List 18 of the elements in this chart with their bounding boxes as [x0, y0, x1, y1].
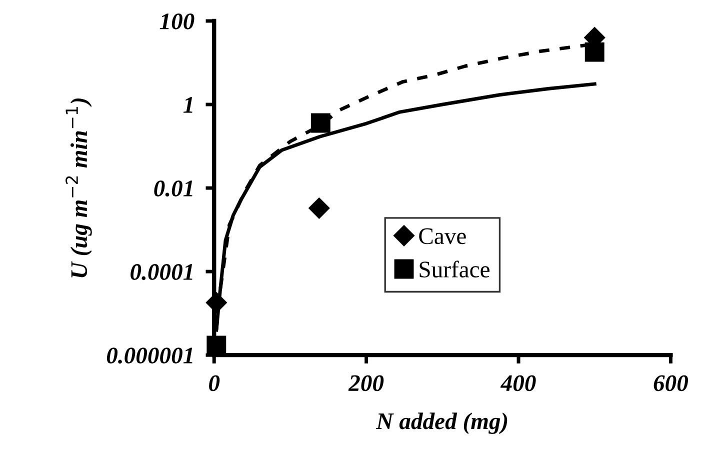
legend-label: Surface	[420, 260, 490, 278]
y-tick-label: 0.0001	[130, 264, 192, 280]
point	[310, 113, 330, 133]
point	[584, 42, 604, 62]
x-axis-title: N added (mg)	[376, 412, 508, 434]
y-tick-label: 1	[183, 97, 192, 113]
x-tick-label: 200	[348, 375, 384, 392]
y-axis-title: U (ug m$^{−2}$ min$^{−1}$)	[66, 98, 92, 278]
y-tick-label: 0.000001	[106, 348, 192, 364]
legend-label: Cave	[419, 228, 466, 244]
point	[206, 336, 226, 356]
x-tick-label: 600	[654, 375, 688, 392]
point	[308, 198, 330, 219]
point	[206, 292, 227, 314]
y-tick-label: 0.01	[154, 180, 192, 197]
x-tick-label: 400	[500, 375, 536, 392]
y-tick-label: 100	[160, 13, 194, 30]
x-tick-label: 0	[209, 375, 220, 392]
